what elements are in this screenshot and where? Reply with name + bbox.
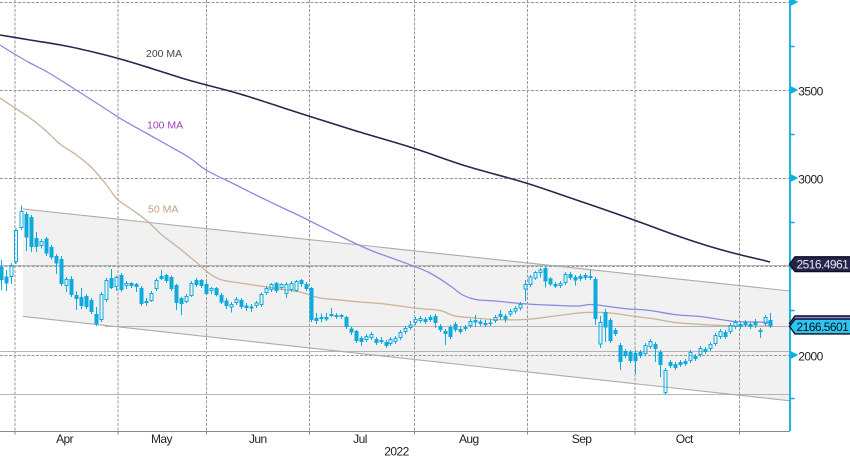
- svg-text:3500: 3500: [798, 84, 823, 98]
- svg-text:2166.5601: 2166.5601: [797, 320, 850, 334]
- svg-text:2022: 2022: [384, 445, 409, 459]
- svg-text:Jun: Jun: [249, 432, 267, 446]
- svg-text:100 MA: 100 MA: [147, 119, 183, 131]
- svg-text:Jul: Jul: [353, 432, 367, 446]
- svg-text:2000: 2000: [798, 349, 823, 363]
- svg-text:Sep: Sep: [572, 432, 593, 446]
- svg-text:50 MA: 50 MA: [148, 203, 178, 215]
- svg-text:Aug: Aug: [459, 432, 479, 446]
- svg-text:3000: 3000: [798, 172, 823, 186]
- svg-text:Oct: Oct: [676, 432, 694, 446]
- svg-text:2516.4961: 2516.4961: [797, 258, 850, 272]
- svg-text:200 MA: 200 MA: [146, 48, 182, 60]
- svg-text:May: May: [151, 432, 173, 446]
- svg-text:Apr: Apr: [56, 432, 74, 446]
